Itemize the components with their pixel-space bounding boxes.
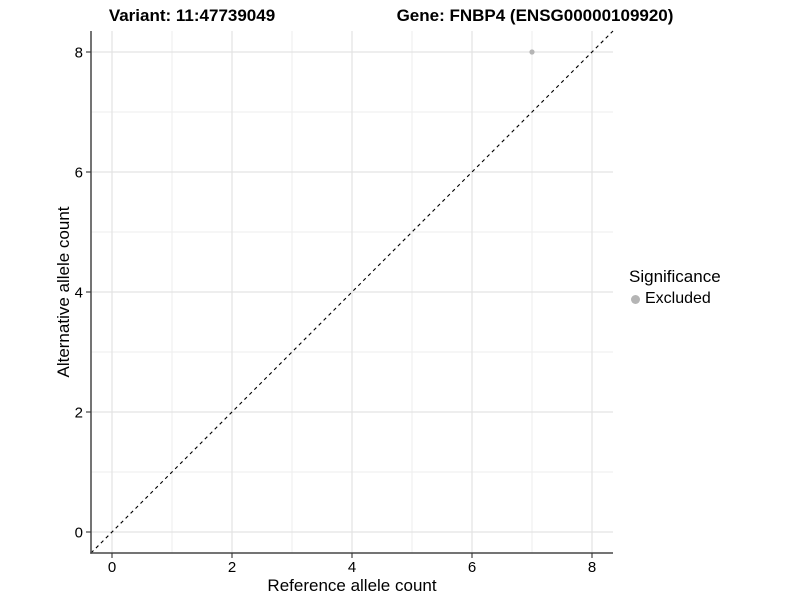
- x-tick-label: 4: [348, 559, 356, 576]
- legend-title: Significance: [629, 267, 721, 286]
- x-tick-label: 2: [228, 559, 236, 576]
- data-point: [529, 49, 535, 55]
- y-tick-label: 0: [75, 525, 83, 542]
- legend: Significance Excluded: [629, 267, 721, 308]
- y-tick-label: 6: [75, 165, 83, 182]
- y-tick-label: 8: [75, 45, 83, 62]
- excluded-point-icon: [631, 294, 640, 304]
- variant-title: Variant: 11:47739049: [108, 6, 276, 25]
- gene-title: Gene: FNBP4 (ENSG00000109920): [396, 6, 674, 25]
- y-axis-title: Alternative allele count: [54, 206, 73, 378]
- y-tick-label: 4: [75, 285, 83, 302]
- legend-entry-label: Excluded: [645, 290, 711, 307]
- legend-entry-excluded: Excluded: [629, 290, 721, 308]
- x-tick-label: 6: [468, 559, 476, 576]
- x-tick-label: 0: [108, 559, 116, 576]
- x-axis-title: Reference allele count: [267, 576, 437, 595]
- x-tick-label: 8: [588, 559, 596, 576]
- y-tick-label: 2: [75, 405, 83, 422]
